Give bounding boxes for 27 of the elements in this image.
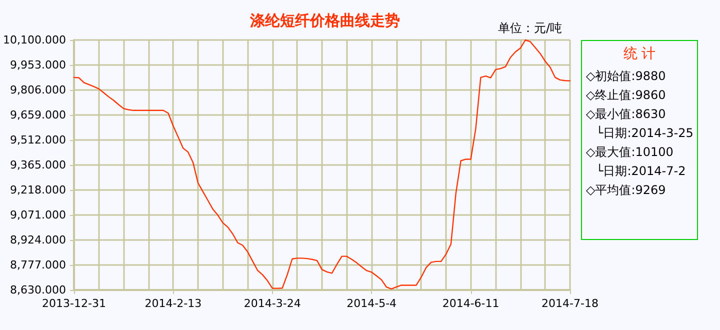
text: ◇终止值:9860 xyxy=(586,87,667,104)
x-tick-label: 2014-5-4 xyxy=(346,297,397,310)
y-tick-label: 9,806.000 xyxy=(10,84,66,96)
y-tick-label: 9,071.000 xyxy=(10,208,66,222)
x-tick-label: 2014-6-11 xyxy=(442,297,500,310)
text: 单位：元/吨 xyxy=(498,20,562,37)
x-tick-label: 2014-3-24 xyxy=(244,297,301,310)
text: ◇最小值:8630 xyxy=(586,106,667,123)
x-tick-label: 2014-7-18 xyxy=(542,297,598,310)
x-tick-label: 2013-12-31 xyxy=(42,297,106,310)
y-tick-label: 9,365.000 xyxy=(10,158,66,172)
y-tick-label: 9,512.000 xyxy=(10,134,66,146)
y-tick-label: 8,777.000 xyxy=(10,258,66,272)
y-tick-label: 9,218.000 xyxy=(10,184,66,196)
y-tick-label: 10,100.000 xyxy=(2,34,66,46)
text: ◇最大值:10100 xyxy=(586,144,674,161)
y-tick-label: 9,953.000 xyxy=(10,58,66,72)
text: 统 计 xyxy=(622,45,657,64)
text: ◇平均值:9269 xyxy=(586,182,667,199)
text: ◇初始值:9880 xyxy=(586,68,667,85)
y-tick-label: 8,924.000 xyxy=(10,234,66,246)
text: └日期:2014-3-25 xyxy=(595,124,694,142)
chart-title: 涤纶短纤价格曲线走势 xyxy=(249,12,400,30)
y-tick-label: 9,659.000 xyxy=(10,108,66,122)
x-tick-label: 2014-2-13 xyxy=(144,297,202,310)
y-tick-label: 8,630.000 xyxy=(10,284,66,296)
text: └日期:2014-7-2 xyxy=(595,162,687,180)
